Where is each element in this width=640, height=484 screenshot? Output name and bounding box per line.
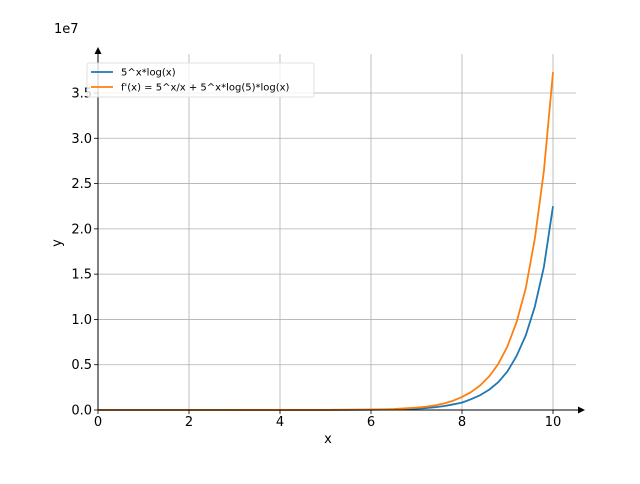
x-tick-label: 4	[276, 415, 284, 430]
legend-label-2: f'(x) = 5^x/x + 5^x*log(5)*log(x)	[121, 83, 290, 94]
grid	[97, 54, 576, 411]
axes	[94, 47, 585, 414]
x-tick-label: 2	[185, 415, 193, 430]
x-tick-label: 8	[458, 415, 466, 430]
y-tick-label: 3.0	[71, 132, 92, 147]
y-axis-arrow	[94, 47, 102, 54]
legend: 5^x*log(x) f'(x) = 5^x/x + 5^x*log(5)*log…	[86, 62, 315, 98]
y-axis-label: y	[50, 239, 65, 247]
y-tick-label: 1.5	[71, 268, 92, 283]
y-tick-label: 2.5	[71, 177, 92, 192]
y-axis-offset-label: 1e7	[54, 22, 79, 37]
x-tick-label: 0	[94, 415, 102, 430]
series-line-2	[98, 72, 554, 411]
legend-box	[86, 62, 315, 98]
series-line-1	[98, 206, 554, 411]
x-axis-arrow	[578, 406, 585, 414]
y-tick-label: 1.0	[71, 313, 92, 328]
legend-label-1: 5^x*log(x)	[121, 68, 176, 79]
y-tick-label: 2.0	[71, 222, 92, 237]
series-layer	[98, 72, 554, 411]
y-tick-label: 0.5	[71, 358, 92, 373]
x-tick-label: 10	[545, 415, 562, 430]
x-tick-label: 6	[367, 415, 375, 430]
y-tick-label: 0.0	[71, 404, 92, 419]
x-axis-label: x	[324, 432, 332, 447]
